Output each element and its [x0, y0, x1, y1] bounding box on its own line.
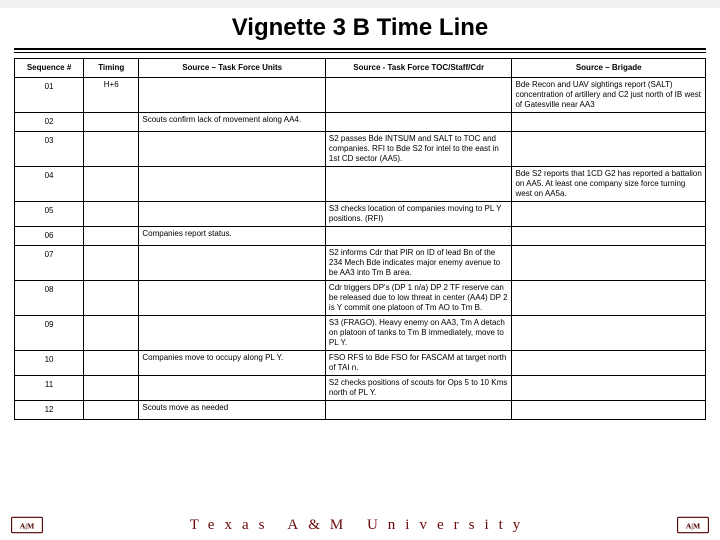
th-units: Source – Task Force Units — [139, 59, 326, 78]
cell-bde — [512, 281, 706, 316]
cell-bde — [512, 376, 706, 401]
cell-units — [139, 78, 326, 113]
cell-toc — [325, 113, 512, 132]
cell-timing — [84, 316, 139, 351]
cell-timing — [84, 376, 139, 401]
table-row: 07 S2 informs Cdr that PIR on ID of lead … — [15, 246, 706, 281]
cell-toc — [325, 167, 512, 202]
cell-timing — [84, 113, 139, 132]
cell-seq: 11 — [15, 376, 84, 401]
footer-text: Texas A&M University — [0, 517, 720, 534]
table-row: 02 Scouts confirm lack of movement along … — [15, 113, 706, 132]
atm-logo-bottom-left: A|M — [10, 514, 44, 536]
cell-units — [139, 246, 326, 281]
cell-bde — [512, 246, 706, 281]
th-seq: Sequence # — [15, 59, 84, 78]
slide-title: Vignette 3 B Time Line — [0, 14, 720, 42]
cell-units — [139, 316, 326, 351]
cell-seq: 05 — [15, 202, 84, 227]
table-row: 11 S2 checks positions of scouts for Ops … — [15, 376, 706, 401]
table-row: 06 Companies report status. — [15, 227, 706, 246]
cell-units — [139, 132, 326, 167]
cell-bde — [512, 227, 706, 246]
cell-units: Scouts confirm lack of movement along AA… — [139, 113, 326, 132]
cell-toc — [325, 227, 512, 246]
cell-units — [139, 167, 326, 202]
cell-toc: Cdr triggers DP's (DP 1 n/a) DP 2 TF res… — [325, 281, 512, 316]
cell-seq: 12 — [15, 401, 84, 420]
atm-logo-bottom-right: A|M — [676, 514, 710, 536]
th-timing: Timing — [84, 59, 139, 78]
cell-units: Companies move to occupy along PL Y. — [139, 351, 326, 376]
table-row: 04 Bde S2 reports that 1CD G2 has reporte… — [15, 167, 706, 202]
cell-units: Scouts move as needed — [139, 401, 326, 420]
timeline-table: Sequence # Timing Source – Task Force Un… — [14, 58, 706, 420]
cell-toc: S2 passes Bde INTSUM and SALT to TOC and… — [325, 132, 512, 167]
cell-toc: S2 informs Cdr that PIR on ID of lead Bn… — [325, 246, 512, 281]
cell-timing — [84, 351, 139, 376]
svg-text:A|M: A|M — [20, 521, 35, 530]
th-toc: Source - Task Force TOC/Staff/Cdr — [325, 59, 512, 78]
cell-toc: FSO RFS to Bde FSO for FASCAM at target … — [325, 351, 512, 376]
cell-timing — [84, 281, 139, 316]
cell-bde — [512, 132, 706, 167]
cell-bde — [512, 401, 706, 420]
cell-seq: 10 — [15, 351, 84, 376]
cell-toc: S2 checks positions of scouts for Ops 5 … — [325, 376, 512, 401]
table-header-row: Sequence # Timing Source – Task Force Un… — [15, 59, 706, 78]
title-rule-thin — [14, 52, 706, 53]
table-row: 05 S3 checks location of companies moving… — [15, 202, 706, 227]
table-row: 03 S2 passes Bde INTSUM and SALT to TOC a… — [15, 132, 706, 167]
cell-units — [139, 281, 326, 316]
cell-timing: H+6 — [84, 78, 139, 113]
table-row: 01H+6 Bde Recon and UAV sightings report … — [15, 78, 706, 113]
cell-units — [139, 202, 326, 227]
timeline-table-wrap: Sequence # Timing Source – Task Force Un… — [14, 58, 706, 506]
table-row: 09 S3 (FRAGO). Heavy enemy on AA3, Tm A d… — [15, 316, 706, 351]
cell-toc: S3 checks location of companies moving t… — [325, 202, 512, 227]
cell-toc — [325, 78, 512, 113]
cell-toc: S3 (FRAGO). Heavy enemy on AA3, Tm A det… — [325, 316, 512, 351]
cell-toc — [325, 401, 512, 420]
table-row: 08 Cdr triggers DP's (DP 1 n/a) DP 2 TF r… — [15, 281, 706, 316]
cell-timing — [84, 167, 139, 202]
cell-timing — [84, 132, 139, 167]
table-row: 10 Companies move to occupy along PL Y.FS… — [15, 351, 706, 376]
cell-seq: 04 — [15, 167, 84, 202]
cell-bde — [512, 316, 706, 351]
cell-seq: 08 — [15, 281, 84, 316]
cell-units: Companies report status. — [139, 227, 326, 246]
cell-bde: Bde S2 reports that 1CD G2 has reported … — [512, 167, 706, 202]
table-body: 01H+6 Bde Recon and UAV sightings report … — [15, 78, 706, 420]
cell-bde — [512, 351, 706, 376]
cell-seq: 09 — [15, 316, 84, 351]
cell-timing — [84, 202, 139, 227]
cell-timing — [84, 227, 139, 246]
title-rule-thick — [14, 48, 706, 50]
cell-bde — [512, 202, 706, 227]
top-decoration — [0, 0, 720, 8]
table-row: 12 Scouts move as needed — [15, 401, 706, 420]
cell-units — [139, 376, 326, 401]
cell-seq: 02 — [15, 113, 84, 132]
th-bde: Source – Brigade — [512, 59, 706, 78]
cell-timing — [84, 401, 139, 420]
svg-text:A|M: A|M — [686, 521, 701, 530]
cell-seq: 07 — [15, 246, 84, 281]
cell-bde: Bde Recon and UAV sightings report (SALT… — [512, 78, 706, 113]
cell-timing — [84, 246, 139, 281]
cell-bde — [512, 113, 706, 132]
cell-seq: 01 — [15, 78, 84, 113]
cell-seq: 06 — [15, 227, 84, 246]
cell-seq: 03 — [15, 132, 84, 167]
